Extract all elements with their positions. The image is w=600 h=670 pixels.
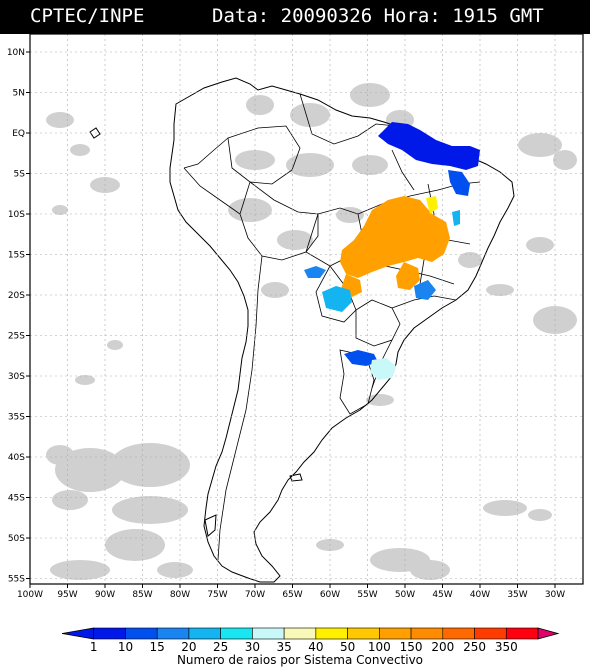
lat-tick-label: 5N xyxy=(13,89,25,99)
convective-system xyxy=(322,286,352,312)
lat-tick-label: 25S xyxy=(8,332,25,342)
legend-swatch xyxy=(474,627,507,640)
lon-tick-label: 35W xyxy=(507,590,527,600)
convective-system xyxy=(304,266,326,278)
lat-tick-label: 45S xyxy=(8,494,25,504)
legend-tick-label: 200 xyxy=(431,640,454,654)
lat-tick-label: 30S xyxy=(8,372,25,382)
legend-swatch xyxy=(156,627,190,640)
lat-tick-label: EQ xyxy=(12,129,25,139)
lon-tick-label: 70W xyxy=(245,590,265,600)
date-time-label: Data: 20090326 Hora: 1915 GMT xyxy=(212,5,544,27)
title-bar: CPTEC/INPE Data: 20090326 Hora: 1915 GMT xyxy=(0,0,590,34)
convective-system xyxy=(426,196,438,214)
lon-tick-label: 80W xyxy=(170,590,190,600)
lon-tick-label: 85W xyxy=(132,590,152,600)
legend-tick-label: 15 xyxy=(150,640,165,654)
legend-swatch xyxy=(220,627,253,640)
legend-tick-label: 10 xyxy=(118,640,133,654)
lightning-legend: 1 10 15 20 25 30 35 40 50 100 150 200 250 350 xyxy=(61,627,560,654)
convective-system xyxy=(414,280,436,300)
legend-swatch xyxy=(315,627,348,640)
legend-swatch xyxy=(442,627,475,640)
lon-tick-label: 100W xyxy=(17,590,43,600)
legend-tick-label: 40 xyxy=(308,640,323,654)
legend-swatch xyxy=(188,627,221,640)
lon-tick-label: 75W xyxy=(207,590,227,600)
lon-tick-label: 95W xyxy=(57,590,77,600)
legend-caption: Numero de raios por Sistema Convectivo xyxy=(176,653,424,667)
convective-system xyxy=(452,210,460,226)
convective-systems-layer xyxy=(304,122,480,380)
legend-tick-label: 20 xyxy=(181,640,196,654)
lat-tick-label: 55S xyxy=(8,575,25,585)
convective-system xyxy=(378,122,480,170)
legend-swatch xyxy=(252,627,285,640)
lat-tick-label: 20S xyxy=(8,291,25,301)
lat-tick-label: 15S xyxy=(8,251,25,261)
convective-system xyxy=(340,196,450,278)
legend-swatch xyxy=(505,627,539,640)
legend-tick-label: 50 xyxy=(340,640,355,654)
legend-swatch xyxy=(379,627,412,640)
lat-tick-label: 10S xyxy=(8,210,25,220)
legend-start-arrow xyxy=(61,627,95,640)
convective-system xyxy=(344,350,378,366)
legend-tick-label: 250 xyxy=(463,640,486,654)
lat-tick-label: 10N xyxy=(7,48,25,58)
legend-tick-label: 30 xyxy=(245,640,260,654)
lat-tick-label: 40S xyxy=(8,453,25,463)
legend-end-arrow xyxy=(537,627,560,640)
legend-tick-label: 25 xyxy=(213,640,228,654)
legend-tick-label: 100 xyxy=(368,640,391,654)
convective-system xyxy=(370,358,396,380)
lat-lon-grid: 100W 95W 90W 85W 80W 75W 70W 65W 60W 55W 50W 45W 40W… xyxy=(7,34,583,600)
convective-system xyxy=(448,170,470,196)
lon-tick-label: 90W xyxy=(95,590,115,600)
lat-tick-label: 35S xyxy=(8,413,25,423)
lon-tick-label: 40W xyxy=(470,590,490,600)
lon-tick-label: 65W xyxy=(282,590,302,600)
legend-swatch xyxy=(410,627,444,640)
lat-tick-label: 50S xyxy=(8,534,25,544)
lon-tick-label: 60W xyxy=(320,590,340,600)
legend-tick-label: 1 xyxy=(90,640,98,654)
map-frame xyxy=(29,33,584,585)
cloud-cover-layer xyxy=(46,83,577,580)
lon-tick-label: 30W xyxy=(545,590,565,600)
legend-tick-label: 35 xyxy=(276,640,291,654)
legend-swatch xyxy=(347,627,380,640)
legend-tick-label: 350 xyxy=(495,640,518,654)
agency-label: CPTEC/INPE xyxy=(30,5,145,27)
lon-tick-label: 50W xyxy=(395,590,415,600)
lat-tick-label: 5S xyxy=(14,170,26,180)
legend-swatch xyxy=(93,627,126,640)
lon-tick-label: 55W xyxy=(357,590,377,600)
convective-system xyxy=(396,262,420,290)
legend-swatch xyxy=(125,627,158,640)
legend-swatch xyxy=(283,627,317,640)
lon-tick-label: 45W xyxy=(432,590,452,600)
legend-tick-label: 150 xyxy=(400,640,423,654)
